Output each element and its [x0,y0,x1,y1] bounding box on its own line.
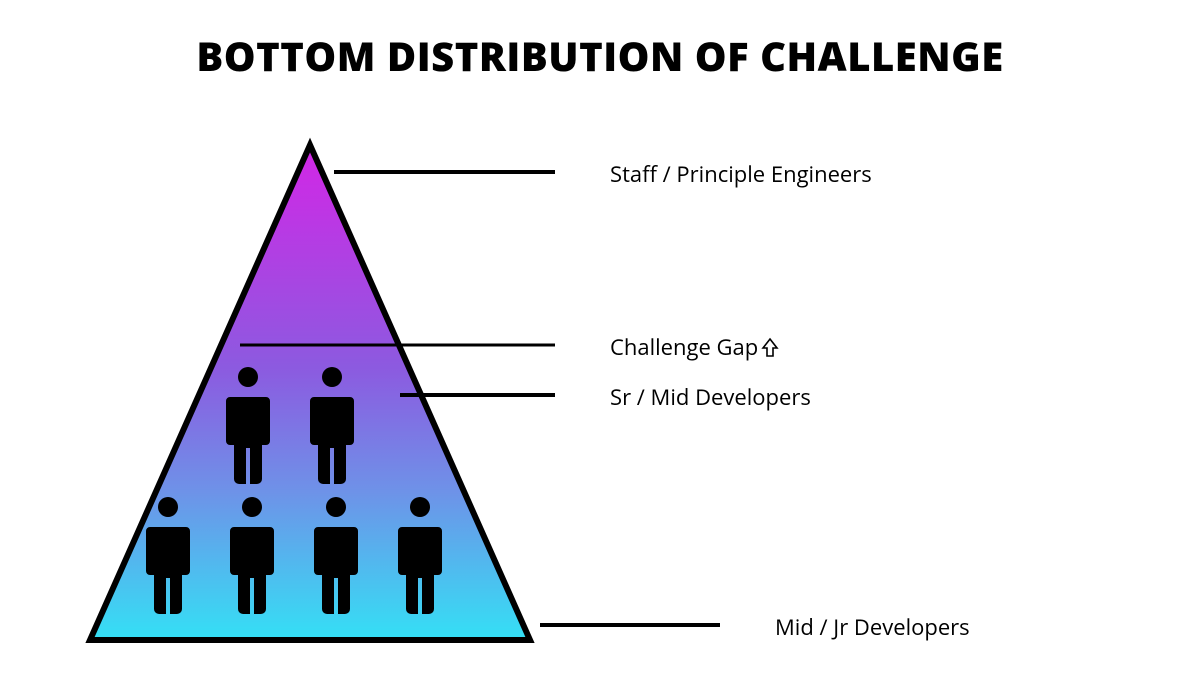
callout-label-gap: Challenge Gap [610,332,758,362]
diagram-stage: BOTTOM DISTRIBUTION OF CHALLENGE Staff /… [0,0,1200,699]
callout-label-staff: Staff / Principle Engineers [610,159,872,189]
callout-label-srmid: Sr / Mid Developers [610,382,811,412]
callout-label-midjr: Mid / Jr Developers [775,612,970,642]
up-arrow-icon [763,339,777,356]
diagram-svg [0,0,1200,699]
arrow-icons [763,339,777,356]
